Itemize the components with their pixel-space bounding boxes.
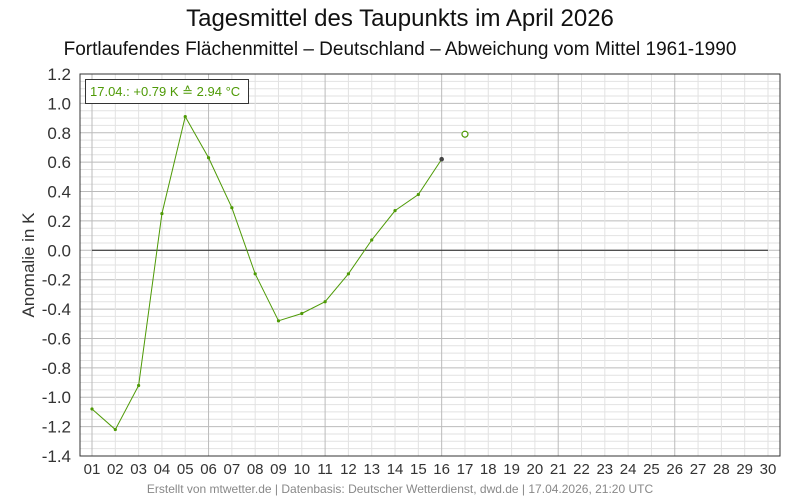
x-tick-label: 29 [736, 461, 753, 478]
x-tick-label: 14 [387, 461, 404, 478]
x-tick-label: 01 [84, 461, 101, 478]
x-tick-label: 23 [596, 461, 613, 478]
data-point [206, 156, 211, 160]
data-point [300, 311, 304, 316]
x-tick-label: 19 [503, 461, 520, 478]
x-tick-label: 15 [410, 461, 427, 478]
annotation-text: 17.04.: +0.79 K ≙ 2.94 °C [90, 84, 240, 99]
y-tick-label: -1.4 [42, 447, 71, 466]
x-tick-label: 06 [200, 461, 217, 478]
y-tick-label: 0.6 [47, 153, 71, 172]
chart-title: Tagesmittel des Taupunkts im April 2026 [186, 5, 614, 32]
footer: Erstellt von mtwetter.de | Datenbasis: D… [146, 482, 654, 496]
x-tick-label: 24 [620, 461, 637, 478]
data-point [183, 115, 187, 119]
x-tick-label: 25 [643, 461, 660, 478]
x-tick-label: 18 [480, 461, 497, 478]
y-tick-label: -0.6 [42, 329, 71, 348]
data-point [137, 383, 141, 388]
data-point [370, 238, 374, 242]
x-tick-label: 02 [107, 461, 124, 478]
y-tick-label: 1.2 [47, 65, 71, 84]
x-tick-label: 28 [713, 461, 730, 478]
x-tick-label: 30 [760, 461, 777, 478]
y-tick-label: 0.0 [47, 241, 71, 260]
x-tick-label: 16 [433, 461, 450, 478]
x-tick-label: 09 [270, 461, 287, 478]
y-tick-label: -0.4 [42, 300, 71, 319]
y-axis-label: Anomalie in K [19, 212, 38, 318]
data-point [393, 209, 397, 213]
y-tick-label: -0.2 [42, 271, 71, 290]
data-point [160, 211, 164, 216]
data-point [346, 272, 351, 276]
x-tick-label: 13 [363, 461, 380, 478]
y-tick-label: -0.8 [42, 359, 71, 378]
x-tick-label: 12 [340, 461, 357, 478]
x-tick-label: 26 [666, 461, 683, 478]
y-tick-label: 0.2 [47, 212, 71, 231]
x-tick-label: 10 [293, 461, 310, 478]
x-tick-label: 21 [550, 461, 567, 478]
x-tick-label: 22 [573, 461, 590, 478]
x-tick-label: 05 [177, 461, 194, 478]
x-tick-label: 07 [224, 461, 241, 478]
x-tick-label: 20 [527, 461, 544, 478]
data-point [90, 407, 94, 411]
x-tick-label: 04 [154, 461, 171, 478]
y-tick-label: -1.0 [42, 388, 71, 407]
data-point [276, 319, 281, 323]
x-tick-label: 17 [457, 461, 474, 478]
x-tick-label: 08 [247, 461, 264, 478]
x-tick-label: 03 [130, 461, 147, 478]
data-point [253, 272, 257, 276]
x-tick-label: 27 [690, 461, 707, 478]
data-point [113, 427, 117, 432]
data-point [230, 206, 234, 210]
y-tick-label: -1.2 [42, 418, 71, 437]
data-point [439, 156, 444, 162]
y-tick-label: 0.4 [47, 183, 71, 202]
chart-subtitle: Fortlaufendes Flächenmittel – Deutschlan… [63, 39, 737, 60]
data-point [323, 300, 327, 304]
data-point [416, 192, 420, 197]
y-tick-label: 0.8 [47, 124, 71, 143]
x-tick-label: 11 [317, 461, 333, 478]
annotation-box [85, 79, 249, 104]
y-tick-label: 1.0 [47, 94, 71, 113]
plot-border [79, 73, 781, 457]
series-line [91, 115, 443, 431]
current-point [461, 130, 469, 138]
